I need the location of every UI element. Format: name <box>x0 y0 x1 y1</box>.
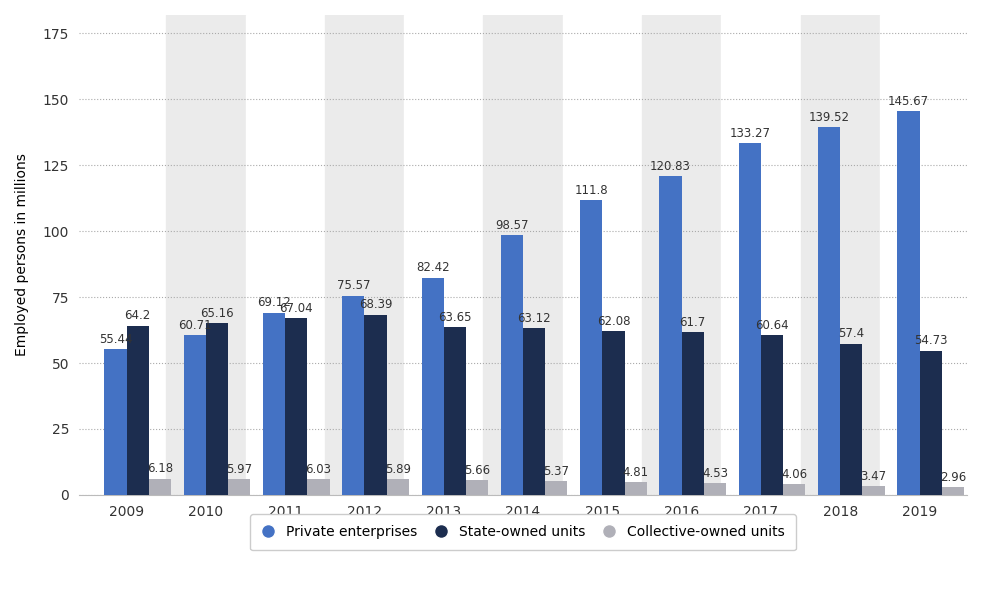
Bar <box>562 15 642 495</box>
Bar <box>897 111 919 495</box>
Bar <box>184 335 205 495</box>
Bar <box>466 480 489 495</box>
Text: 57.4: 57.4 <box>838 327 864 341</box>
Text: 65.16: 65.16 <box>201 307 234 320</box>
Bar <box>660 176 681 495</box>
Text: 64.2: 64.2 <box>125 310 150 322</box>
Text: 63.12: 63.12 <box>517 312 550 325</box>
Text: 5.66: 5.66 <box>464 464 491 477</box>
Text: 82.42: 82.42 <box>416 261 449 275</box>
Text: 145.67: 145.67 <box>888 95 929 108</box>
Text: 111.8: 111.8 <box>574 184 608 197</box>
Bar <box>308 479 329 495</box>
Text: 133.27: 133.27 <box>729 127 771 141</box>
Bar <box>404 15 484 495</box>
Bar <box>324 15 404 495</box>
Text: 120.83: 120.83 <box>650 160 691 173</box>
Bar <box>862 486 885 495</box>
Bar <box>484 15 562 495</box>
Text: 6.03: 6.03 <box>306 463 331 476</box>
Text: 98.57: 98.57 <box>495 219 529 232</box>
Bar <box>342 296 365 495</box>
Bar <box>800 15 880 495</box>
Bar <box>263 313 285 495</box>
Text: 67.04: 67.04 <box>279 302 313 315</box>
Bar <box>246 15 324 495</box>
Text: 55.44: 55.44 <box>98 333 132 345</box>
Text: 75.57: 75.57 <box>336 279 371 293</box>
Bar <box>104 348 127 495</box>
Bar <box>783 484 805 495</box>
Bar <box>880 15 959 495</box>
Bar <box>228 479 251 495</box>
Text: 3.47: 3.47 <box>860 470 887 482</box>
Bar <box>422 278 443 495</box>
Bar <box>919 350 942 495</box>
Text: 5.89: 5.89 <box>384 463 411 476</box>
Text: 4.53: 4.53 <box>702 467 728 480</box>
Text: 5.37: 5.37 <box>544 465 569 478</box>
Text: 63.65: 63.65 <box>438 311 472 324</box>
Bar <box>580 200 603 495</box>
Bar <box>603 331 624 495</box>
Bar <box>166 15 246 495</box>
Bar <box>87 15 166 495</box>
Y-axis label: Employed persons in millions: Employed persons in millions <box>15 153 29 356</box>
Bar <box>722 15 800 495</box>
Bar <box>127 325 148 495</box>
Text: 4.06: 4.06 <box>781 468 807 481</box>
Bar <box>840 344 862 495</box>
Text: 5.97: 5.97 <box>226 463 253 476</box>
Text: 61.7: 61.7 <box>679 316 706 329</box>
Text: 4.81: 4.81 <box>622 466 649 479</box>
Legend: Private enterprises, State-owned units, Collective-owned units: Private enterprises, State-owned units, … <box>250 514 796 550</box>
Bar <box>642 15 722 495</box>
Bar <box>365 315 386 495</box>
Bar <box>148 479 171 495</box>
Bar <box>942 487 964 495</box>
Text: 69.12: 69.12 <box>258 296 291 310</box>
Bar <box>761 335 783 495</box>
Bar <box>818 127 840 495</box>
Bar <box>739 144 761 495</box>
Text: 60.64: 60.64 <box>755 319 789 332</box>
Bar <box>386 479 409 495</box>
Bar <box>501 235 523 495</box>
Text: 2.96: 2.96 <box>940 471 966 484</box>
Bar <box>681 332 704 495</box>
Bar <box>704 483 726 495</box>
Bar <box>285 318 308 495</box>
Bar <box>624 482 647 495</box>
Text: 54.73: 54.73 <box>914 335 948 347</box>
Text: 139.52: 139.52 <box>809 111 849 124</box>
Bar <box>546 481 567 495</box>
Bar <box>205 323 228 495</box>
Bar <box>443 327 466 495</box>
Text: 62.08: 62.08 <box>597 315 630 328</box>
Text: 60.71: 60.71 <box>178 319 211 331</box>
Bar <box>523 328 546 495</box>
Text: 6.18: 6.18 <box>146 462 173 475</box>
Text: 68.39: 68.39 <box>359 298 392 311</box>
